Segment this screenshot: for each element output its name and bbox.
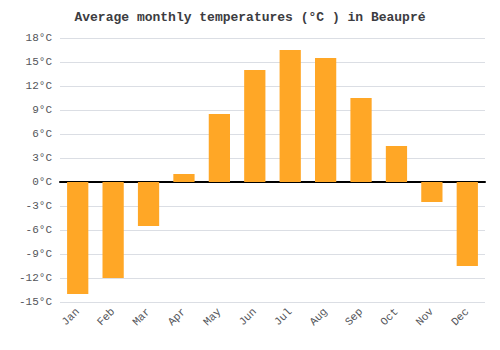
- svg-text:May: May: [201, 305, 224, 328]
- svg-text:18°C: 18°C: [26, 32, 53, 44]
- svg-text:15°C: 15°C: [26, 56, 53, 68]
- svg-text:6°C: 6°C: [32, 128, 52, 140]
- svg-text:-3°C: -3°C: [26, 200, 53, 212]
- svg-text:Dec: Dec: [449, 306, 471, 328]
- svg-text:-12°C: -12°C: [19, 272, 52, 284]
- svg-text:Feb: Feb: [95, 306, 117, 328]
- svg-text:Jul: Jul: [272, 306, 294, 328]
- svg-text:9°C: 9°C: [32, 104, 52, 116]
- svg-text:-15°C: -15°C: [19, 296, 52, 308]
- svg-text:-9°C: -9°C: [26, 248, 53, 260]
- svg-text:Mar: Mar: [130, 306, 152, 328]
- svg-text:Aug: Aug: [307, 306, 329, 328]
- svg-text:Jun: Jun: [237, 306, 259, 328]
- svg-text:0°C: 0°C: [32, 176, 52, 188]
- svg-text:Apr: Apr: [166, 306, 188, 328]
- svg-text:12°C: 12°C: [26, 80, 53, 92]
- svg-text:-6°C: -6°C: [26, 224, 53, 236]
- svg-text:Nov: Nov: [414, 305, 437, 328]
- svg-text:Average monthly temperatures (: Average monthly temperatures (°C ) in Be…: [74, 10, 425, 25]
- svg-text:Oct: Oct: [378, 306, 400, 328]
- svg-text:3°C: 3°C: [32, 152, 52, 164]
- svg-text:Jan: Jan: [59, 306, 81, 328]
- svg-text:Sep: Sep: [343, 306, 365, 328]
